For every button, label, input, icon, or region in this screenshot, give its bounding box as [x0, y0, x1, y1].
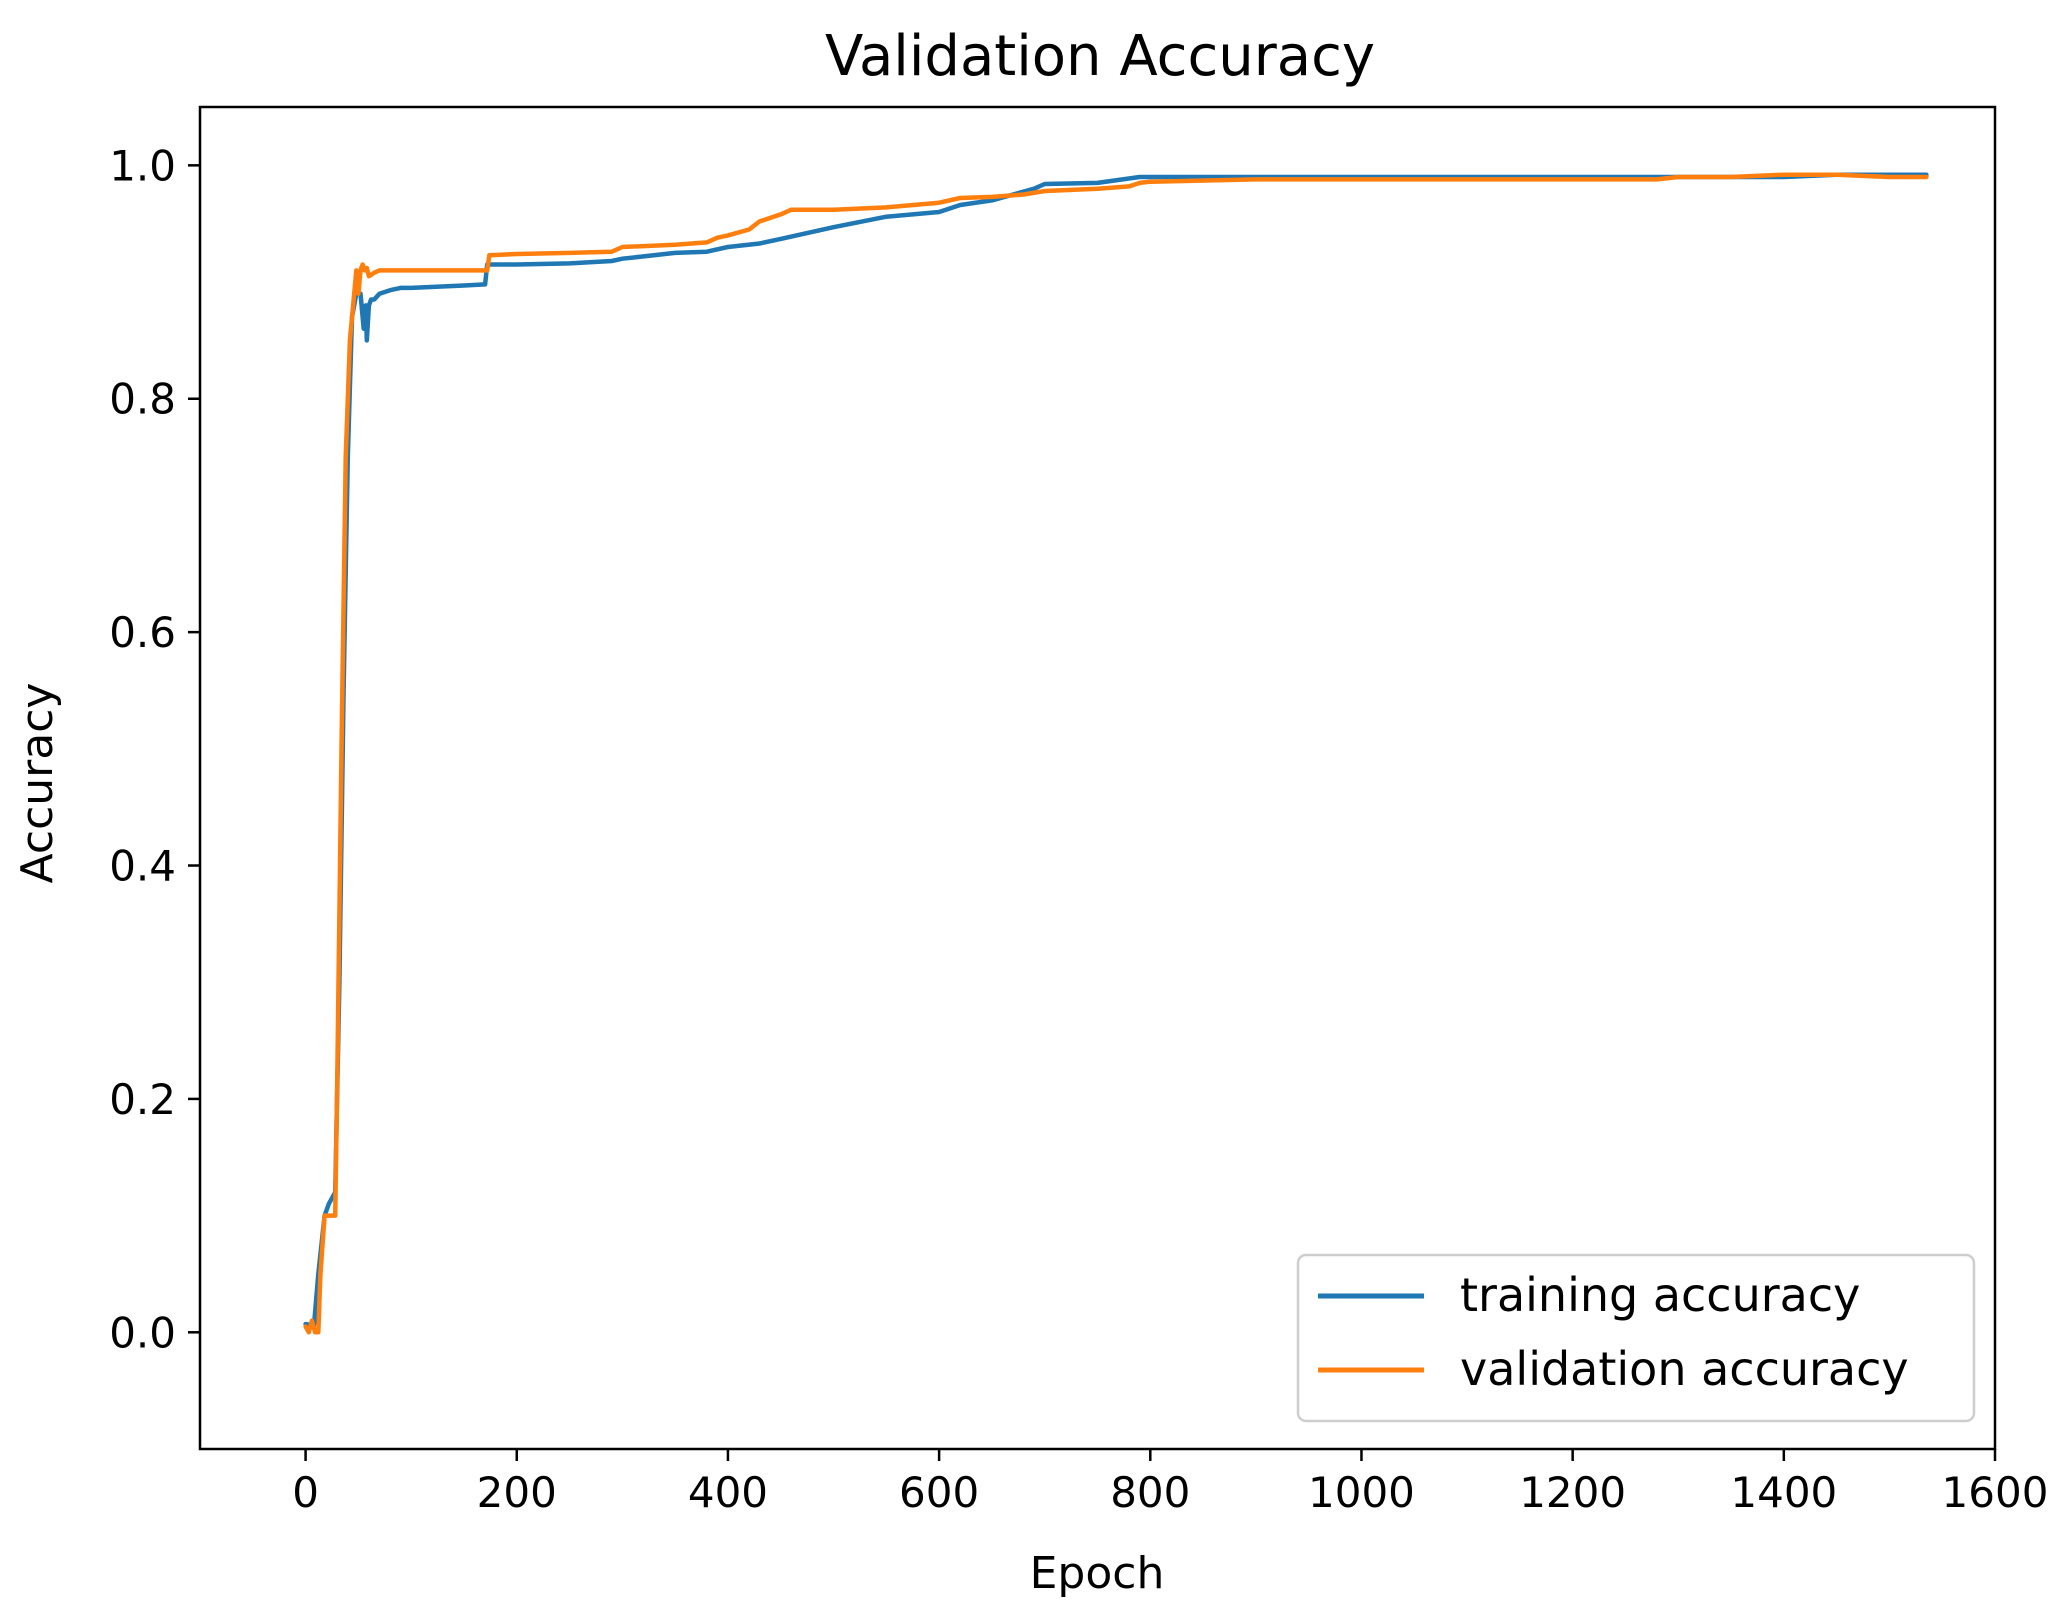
x-tick-label: 1400 [1730, 1468, 1837, 1517]
x-tick-label: 800 [1110, 1468, 1190, 1517]
y-tick-label: 0.4 [109, 842, 176, 891]
y-tick-label: 0.2 [109, 1075, 176, 1124]
x-tick-label: 200 [477, 1468, 557, 1517]
x-tick-label: 400 [688, 1468, 768, 1517]
x-tick-label: 600 [899, 1468, 979, 1517]
x-tick-label: 0 [292, 1468, 319, 1517]
plot-lines [303, 172, 1929, 1335]
y-tick-label: 0.6 [109, 608, 176, 657]
x-axis-ticks: 0 200 400 600 800 1000 1200 1400 1600 [292, 1449, 2048, 1517]
y-tick-label: 1.0 [109, 141, 176, 190]
legend-label-validation: validation accuracy [1460, 1342, 1909, 1396]
legend: training accuracy validation accuracy [1296, 1253, 1976, 1423]
plot-frame [198, 105, 1997, 1451]
legend-label-training: training accuracy [1460, 1268, 1860, 1322]
legend-box [1296, 1253, 1976, 1423]
x-tick-label: 1000 [1308, 1468, 1415, 1517]
chart-title: Validation Accuracy [825, 24, 1375, 89]
x-tick-label: 1600 [1942, 1468, 2049, 1517]
y-axis-title: Accuracy [12, 683, 63, 884]
y-tick-label: 0.0 [109, 1308, 176, 1357]
x-tick-label: 1200 [1519, 1468, 1626, 1517]
validation-accuracy-line [303, 172, 1929, 1335]
y-tick-label: 0.8 [109, 375, 176, 424]
y-axis-ticks: 0.0 0.2 0.4 0.6 0.8 1.0 [109, 141, 200, 1357]
x-axis-title: Epoch [1030, 1548, 1165, 1599]
